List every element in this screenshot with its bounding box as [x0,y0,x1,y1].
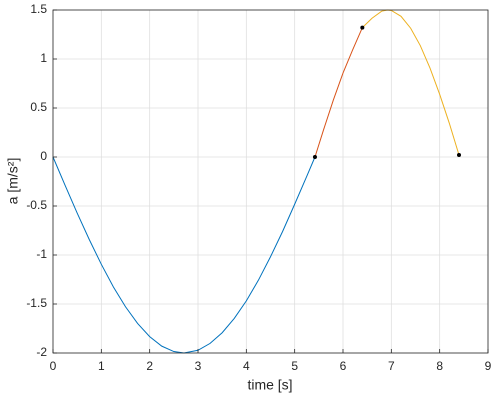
x-tick-label: 1 [98,359,105,373]
plot-area [53,10,488,353]
y-tick-label: -1 [36,247,47,261]
x-tick-label: 6 [340,359,347,373]
y-axis-label: a [m/s²] [5,158,21,205]
x-tick-label: 5 [291,359,298,373]
x-tick-label: 7 [388,359,395,373]
axes-box [52,9,489,354]
marker [360,25,365,30]
x-axis-label: time [s] [247,377,292,393]
y-tick-label: 1.5 [30,2,47,16]
x-tick-label: 3 [195,359,202,373]
x-tick-label: 9 [485,359,492,373]
x-tick-label: 2 [146,359,153,373]
y-tick-label: -1.5 [26,296,47,310]
y-tick-label: 1 [40,51,47,65]
y-tick-label: 0.5 [30,100,47,114]
x-tick-label: 4 [243,359,250,373]
y-tick-label: 0 [40,149,47,163]
data-line [361,9,460,156]
data-line [314,27,363,158]
y-tick-label: -2 [36,345,47,359]
x-tick-label: 8 [436,359,443,373]
marker [457,153,461,158]
x-tick-label: 0 [50,359,57,373]
y-tick-label: -0.5 [26,198,47,212]
marker [312,155,317,159]
